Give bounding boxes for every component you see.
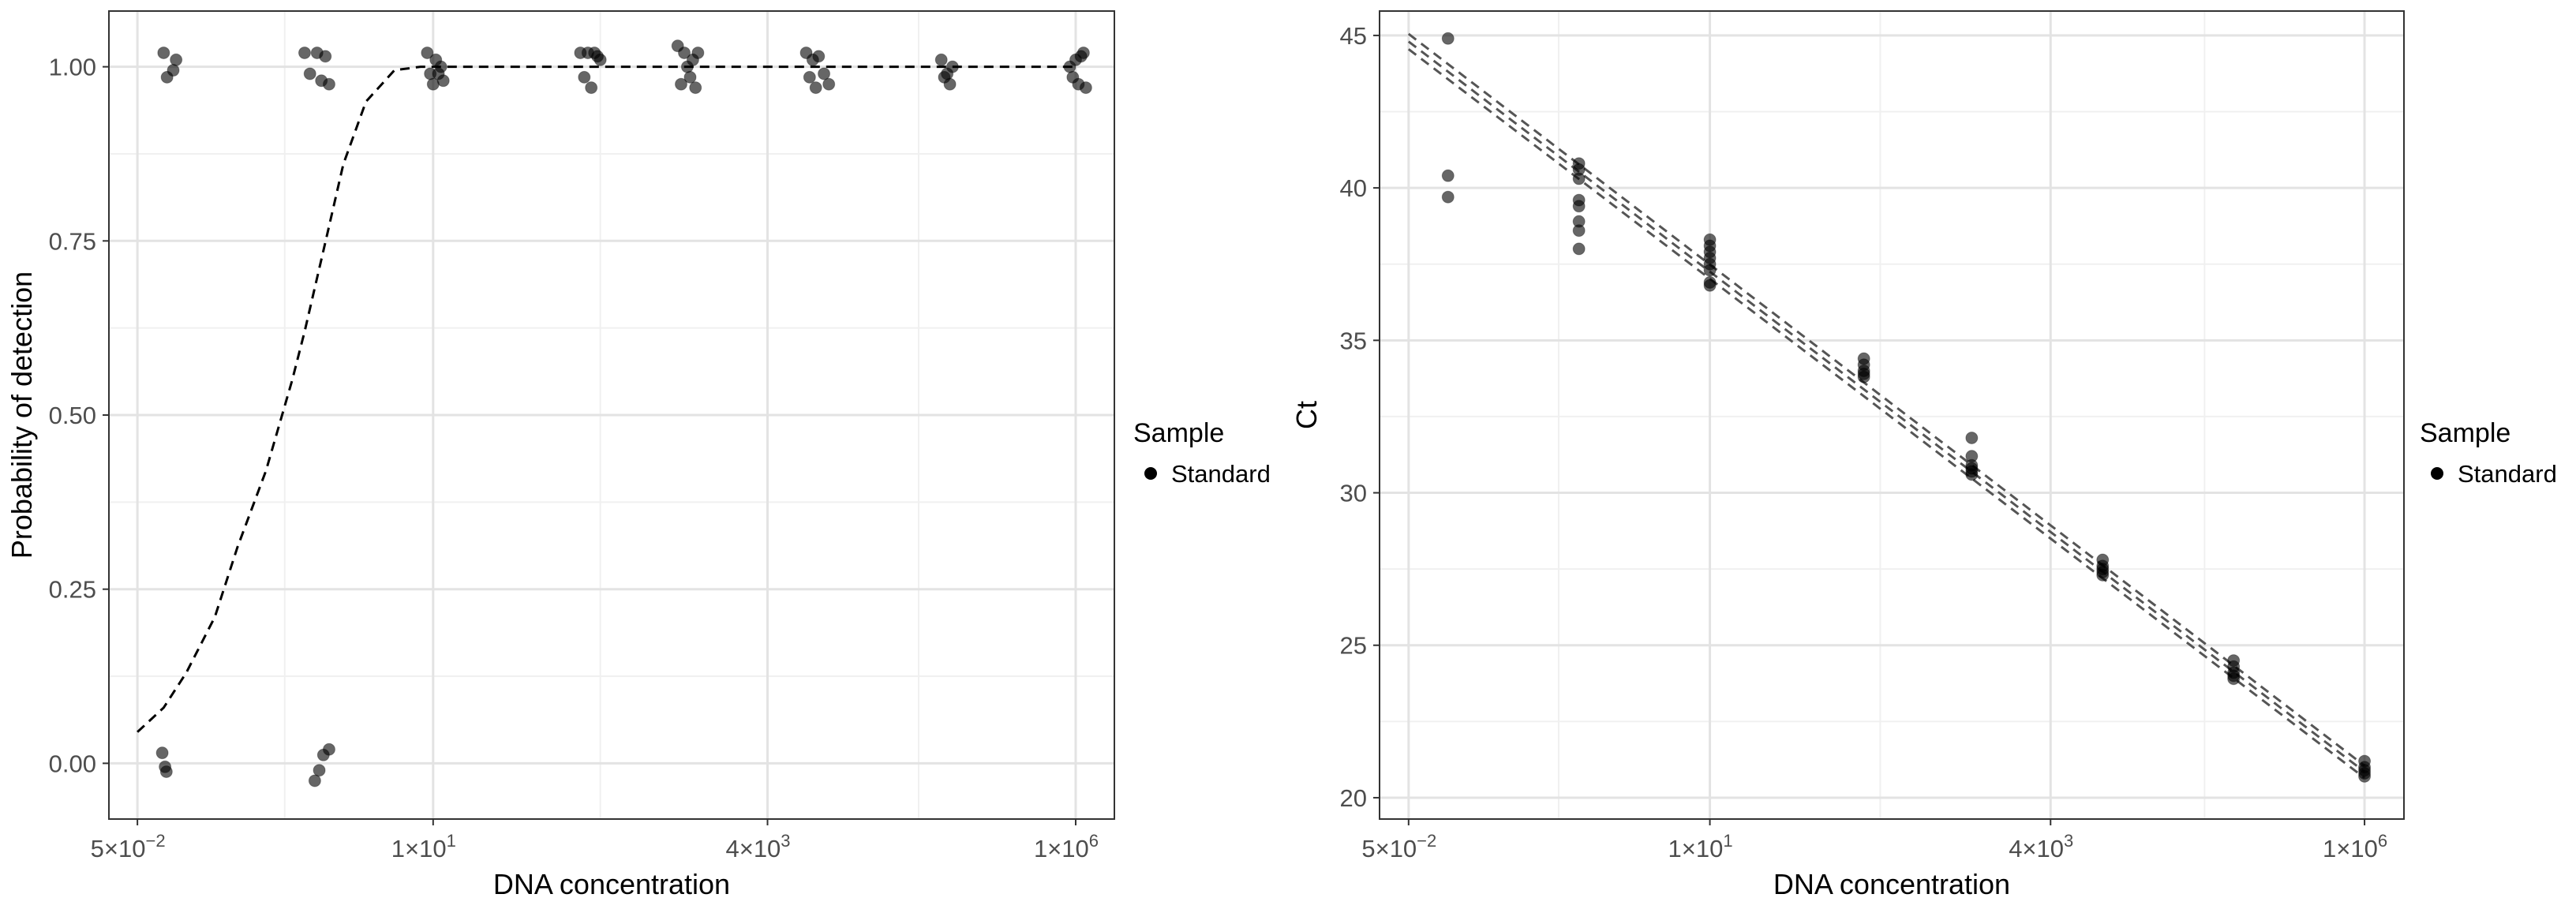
x-axis-title: DNA concentration — [1773, 868, 2010, 900]
plot-panel — [1380, 11, 2404, 819]
data-point — [1079, 81, 1092, 95]
fit-line — [1407, 40, 2365, 773]
data-point — [170, 53, 183, 66]
y-axis-title: Probability of detection — [6, 271, 38, 559]
data-point — [313, 764, 326, 777]
data-point — [818, 67, 831, 80]
data-point — [1703, 279, 1717, 292]
data-point — [945, 60, 959, 73]
y-tick-label: 35 — [1340, 327, 1367, 354]
y-tick-label: 20 — [1340, 784, 1367, 812]
legend-key — [1144, 467, 1157, 480]
data-point — [691, 46, 705, 59]
legend-title: Sample — [1133, 418, 1224, 448]
data-point — [303, 67, 316, 80]
data-point — [578, 70, 591, 84]
x-tick-label: 1×101 — [1668, 831, 1733, 862]
x-tick-label: 5×10−2 — [91, 831, 166, 862]
data-point — [157, 46, 170, 59]
y-tick-label: 30 — [1340, 480, 1367, 507]
data-point — [803, 70, 816, 84]
legend-entry-label: Standard — [2458, 460, 2557, 488]
data-point — [1572, 172, 1586, 185]
data-point — [943, 77, 957, 91]
detection-probability-chart: 0.00 0.25 0.50 0.75 1.00 5×10−2 1×101 4×103 1×10… — [6, 10, 1271, 900]
data-point — [1572, 224, 1586, 238]
data-point — [167, 64, 180, 77]
y-tick-label: 0.25 — [49, 576, 96, 604]
data-point — [322, 743, 335, 756]
data-point — [2096, 568, 2110, 582]
legend-key — [2431, 467, 2443, 480]
x-tick-label: 1×106 — [2323, 831, 2387, 862]
data-point — [1857, 370, 1870, 383]
data-point — [1572, 200, 1586, 213]
data-point — [436, 74, 450, 88]
data-point — [674, 77, 687, 91]
data-point — [159, 765, 173, 778]
data-point — [822, 77, 836, 91]
data-point — [812, 50, 826, 63]
data-point — [1441, 32, 1455, 45]
y-tick-label: 40 — [1340, 174, 1367, 202]
panel-border — [1379, 10, 2405, 820]
ct-standard-curve-chart: 20 25 30 35 40 45 5×10−2 1×101 4×103 1×106 DNA con… — [1290, 10, 2557, 900]
y-tick-label: 1.00 — [49, 54, 96, 81]
data-point — [585, 81, 598, 95]
fit-curve — [137, 65, 1076, 733]
legend-title: Sample — [2420, 418, 2510, 448]
data-point — [593, 53, 607, 66]
x-tick-label: 1×106 — [1034, 831, 1099, 862]
data-point — [1703, 264, 1717, 277]
data-point — [1441, 190, 1455, 204]
x-tick-label: 5×10−2 — [1361, 831, 1436, 862]
data-point — [2227, 672, 2241, 686]
data-point — [1965, 468, 1979, 481]
y-tick-label: 25 — [1340, 632, 1367, 660]
x-tick-label: 4×103 — [725, 831, 790, 862]
y-axis-title: Ct — [1290, 401, 1323, 429]
data-point — [322, 77, 335, 91]
data-point — [434, 60, 447, 73]
data-point — [1441, 169, 1455, 182]
data-point — [809, 81, 822, 95]
data-point — [2358, 769, 2372, 783]
y-tick-label: 0.50 — [49, 402, 96, 429]
y-tick-label: 0.00 — [49, 750, 96, 777]
legend-entry-label: Standard — [1171, 460, 1271, 488]
data-point — [308, 774, 321, 787]
data-point — [678, 46, 691, 59]
data-point — [319, 50, 332, 63]
data-point — [421, 46, 434, 59]
data-point — [683, 70, 697, 84]
data-point — [689, 81, 702, 95]
x-tick-label: 1×101 — [391, 831, 456, 862]
y-tick-label: 0.75 — [49, 227, 96, 255]
data-point — [1076, 46, 1090, 59]
data-point — [934, 53, 948, 66]
data-point — [155, 746, 169, 760]
x-tick-label: 4×103 — [2009, 831, 2073, 862]
data-point — [298, 46, 311, 59]
fit-line — [1407, 32, 2365, 767]
data-point — [1965, 431, 1979, 444]
y-tick-label: 45 — [1340, 22, 1367, 50]
data-point — [1572, 242, 1586, 256]
x-axis-title: DNA concentration — [493, 868, 730, 900]
fit-line — [1407, 48, 2365, 780]
